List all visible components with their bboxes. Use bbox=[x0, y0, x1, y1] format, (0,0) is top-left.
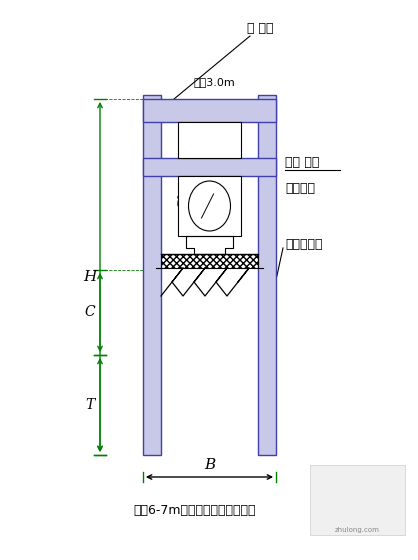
Text: 间距3.0m: 间距3.0m bbox=[193, 77, 235, 87]
Text: 1.5: 1.5 bbox=[194, 132, 204, 148]
Bar bbox=[143, 99, 276, 122]
Text: 延长设置: 延长设置 bbox=[285, 181, 315, 194]
Bar bbox=[143, 95, 161, 455]
Bar bbox=[161, 254, 258, 268]
Text: T: T bbox=[85, 398, 94, 412]
Bar bbox=[310, 465, 405, 535]
Text: B: B bbox=[204, 458, 215, 472]
Text: 槽 钌囚: 槽 钌囚 bbox=[247, 21, 273, 35]
Bar bbox=[258, 95, 276, 455]
Text: Ø4: Ø4 bbox=[178, 193, 186, 207]
Text: C: C bbox=[85, 306, 95, 320]
Text: 木曾 乙囚: 木曾 乙囚 bbox=[285, 156, 319, 170]
Bar bbox=[143, 158, 276, 176]
Text: Ø4: Ø4 bbox=[232, 193, 242, 207]
Text: H: H bbox=[83, 270, 97, 284]
Bar bbox=[178, 122, 241, 158]
Text: 挖深6-7m明挖空顶部支撑剖面图: 挖深6-7m明挖空顶部支撑剖面图 bbox=[134, 503, 256, 516]
Text: 拉森钢板柱: 拉森钢板柱 bbox=[285, 239, 323, 251]
Bar bbox=[178, 176, 241, 236]
Text: zhulong.com: zhulong.com bbox=[334, 527, 380, 533]
Ellipse shape bbox=[189, 181, 230, 231]
